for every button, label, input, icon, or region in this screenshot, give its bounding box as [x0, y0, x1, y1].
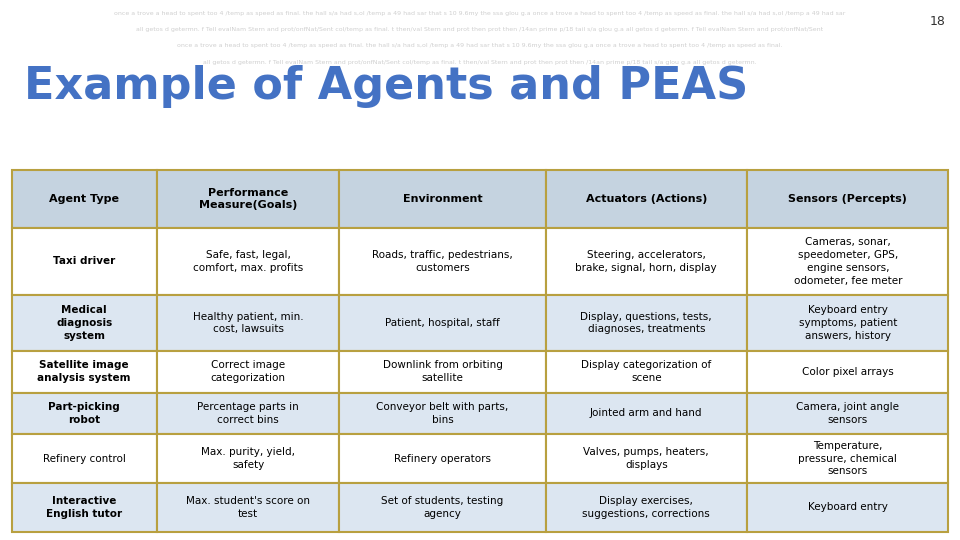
Text: Refinery control: Refinery control [42, 454, 126, 464]
Text: Taxi driver: Taxi driver [53, 256, 115, 266]
Bar [340, 170, 545, 228]
Bar [12, 434, 156, 483]
Bar [545, 170, 747, 228]
Text: Display exercises,
suggestions, corrections: Display exercises, suggestions, correcti… [583, 496, 710, 519]
Bar [12, 295, 156, 351]
Bar [747, 295, 948, 351]
Bar [156, 170, 340, 228]
Bar [545, 295, 747, 351]
Text: once a trove a head to spent too 4 /temp as speed as final. the hall s/a had s,o: once a trove a head to spent too 4 /temp… [114, 11, 846, 16]
Text: Valves, pumps, heaters,
displays: Valves, pumps, heaters, displays [584, 447, 709, 470]
Text: Conveyor belt with parts,
bins: Conveyor belt with parts, bins [376, 402, 509, 425]
Bar [747, 393, 948, 434]
Text: Environment: Environment [402, 194, 482, 204]
Bar [156, 483, 340, 532]
Bar [156, 228, 340, 295]
Text: once a trove a head to spent too 4 /temp as speed as final. the hall s/a had s,o: once a trove a head to spent too 4 /temp… [178, 43, 782, 49]
Text: Performance
Measure(Goals): Performance Measure(Goals) [199, 188, 298, 210]
Bar [156, 351, 340, 393]
Bar [12, 393, 156, 434]
Text: Max. purity, yield,
safety: Max. purity, yield, safety [201, 447, 295, 470]
Bar [747, 434, 948, 483]
Bar [12, 170, 948, 532]
Text: Roads, traffic, pedestrians,
customers: Roads, traffic, pedestrians, customers [372, 250, 513, 273]
Bar [747, 351, 948, 393]
Bar [156, 393, 340, 434]
Text: all getos d getermn. f Tell evalNam Stern and prot/onfNat/Sent col/temp as final: all getos d getermn. f Tell evalNam Ster… [136, 27, 824, 32]
Text: Temperature,
pressure, chemical
sensors: Temperature, pressure, chemical sensors [799, 441, 898, 476]
Text: Part-picking
robot: Part-picking robot [48, 402, 120, 425]
Bar [747, 170, 948, 228]
Text: Sensors (Percepts): Sensors (Percepts) [788, 194, 907, 204]
Text: Safe, fast, legal,
comfort, max. profits: Safe, fast, legal, comfort, max. profits [193, 250, 303, 273]
Text: Example of Agents and PEAS: Example of Agents and PEAS [24, 65, 748, 108]
Bar [340, 434, 545, 483]
Bar [340, 228, 545, 295]
Text: all getos d getermn. f Tell evalNam Stern and prot/onfNat/Sent col/temp as final: all getos d getermn. f Tell evalNam Ster… [204, 59, 756, 65]
Text: Healthy patient, min.
cost, lawsuits: Healthy patient, min. cost, lawsuits [193, 312, 303, 334]
Text: Interactive
English tutor: Interactive English tutor [46, 496, 122, 519]
Bar [12, 483, 156, 532]
Text: Set of students, testing
agency: Set of students, testing agency [381, 496, 504, 519]
Text: Keyboard entry: Keyboard entry [807, 503, 888, 512]
Text: Max. student's score on
test: Max. student's score on test [186, 496, 310, 519]
Text: Cameras, sonar,
speedometer, GPS,
engine sensors,
odometer, fee meter: Cameras, sonar, speedometer, GPS, engine… [794, 237, 902, 286]
Text: Medical
diagnosis
system: Medical diagnosis system [56, 305, 112, 341]
Bar [340, 295, 545, 351]
Text: Percentage parts in
correct bins: Percentage parts in correct bins [197, 402, 299, 425]
Bar [340, 351, 545, 393]
Text: Agent Type: Agent Type [49, 194, 119, 204]
Text: Jointed arm and hand: Jointed arm and hand [590, 408, 703, 418]
Bar [747, 483, 948, 532]
Text: 18: 18 [929, 15, 946, 28]
Bar [340, 483, 545, 532]
Bar [545, 393, 747, 434]
Text: Actuators (Actions): Actuators (Actions) [586, 194, 707, 204]
Bar [545, 228, 747, 295]
Bar [156, 295, 340, 351]
Bar [156, 434, 340, 483]
Bar [545, 351, 747, 393]
Text: Display categorization of
scene: Display categorization of scene [581, 360, 711, 383]
Text: Downlink from orbiting
satellite: Downlink from orbiting satellite [383, 360, 502, 383]
Bar [12, 351, 156, 393]
Text: Steering, accelerators,
brake, signal, horn, display: Steering, accelerators, brake, signal, h… [575, 250, 717, 273]
Text: Color pixel arrays: Color pixel arrays [802, 367, 894, 377]
Bar [545, 434, 747, 483]
Text: Camera, joint angle
sensors: Camera, joint angle sensors [796, 402, 900, 425]
Text: Keyboard entry
symptoms, patient
answers, history: Keyboard entry symptoms, patient answers… [799, 305, 897, 341]
Text: Satellite image
analysis system: Satellite image analysis system [37, 360, 131, 383]
Text: Patient, hospital, staff: Patient, hospital, staff [385, 318, 500, 328]
Bar [545, 483, 747, 532]
Text: Refinery operators: Refinery operators [394, 454, 491, 464]
Text: Display, questions, tests,
diagnoses, treatments: Display, questions, tests, diagnoses, tr… [581, 312, 712, 334]
Text: Correct image
categorization: Correct image categorization [210, 360, 286, 383]
Bar [12, 170, 156, 228]
Bar [747, 228, 948, 295]
Bar [12, 228, 156, 295]
Bar [340, 393, 545, 434]
